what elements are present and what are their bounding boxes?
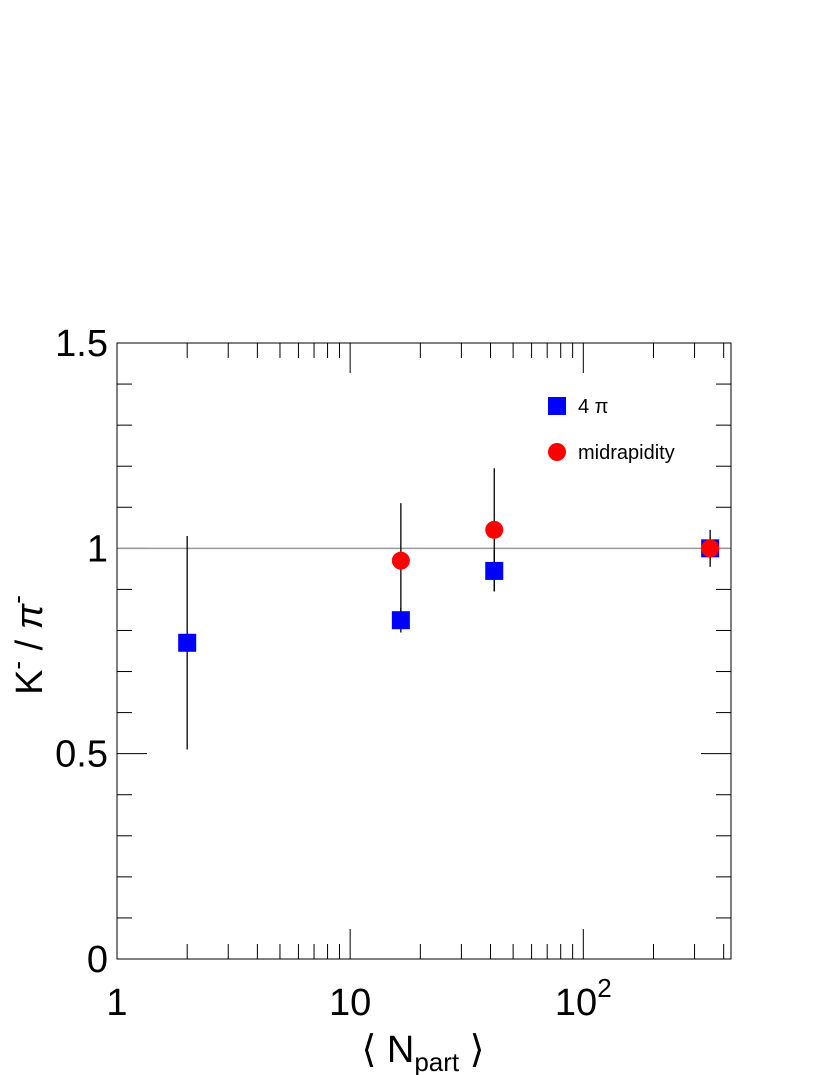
plot-frame	[116, 342, 732, 960]
y-axis-title: K- / π-	[2, 595, 51, 695]
legend-label: 4 π	[578, 396, 608, 418]
y-axis-title-pi: π	[9, 602, 51, 629]
data-point-square	[391, 611, 410, 630]
data-point-square	[485, 561, 504, 580]
y-tick-label: 0	[87, 939, 108, 981]
y-tick-label: 1	[87, 528, 108, 570]
legend: 4 π midrapidity	[548, 396, 675, 464]
x-tick-label: 102	[555, 973, 612, 1024]
data-points	[178, 520, 720, 652]
x-tick-label: 1	[106, 982, 127, 1024]
x-axis-title-prefix: ⟨ N	[361, 1029, 414, 1071]
tick-marks	[116, 342, 731, 960]
x-axis-title: ⟨ Npart ⟩	[361, 1029, 484, 1075]
legend-label: midrapidity	[578, 442, 675, 464]
y-axis-title-k-sup: -	[2, 661, 32, 670]
x-axis-title-sub: part	[414, 1047, 460, 1075]
legend-marker-square	[548, 397, 566, 415]
y-axis-title-pi-sup: -	[2, 595, 32, 604]
y-tick-label: 0.5	[55, 734, 108, 776]
y-tick-labels: 0 0.5 1 1.5	[55, 323, 108, 981]
data-point-circle	[485, 520, 504, 539]
x-axis-title-suffix: ⟩	[459, 1029, 484, 1071]
y-tick-label: 1.5	[55, 323, 108, 365]
data-point-circle	[701, 539, 720, 558]
data-point-square	[178, 633, 197, 652]
x-tick-label: 10	[329, 982, 371, 1024]
data-point-circle	[391, 551, 410, 570]
error-bars	[186, 468, 711, 750]
legend-marker-circle	[548, 443, 566, 461]
y-axis-title-slash: /	[9, 629, 51, 661]
y-axis-title-k: K	[9, 670, 51, 695]
x-tick-labels: 1 10 102	[106, 973, 611, 1024]
